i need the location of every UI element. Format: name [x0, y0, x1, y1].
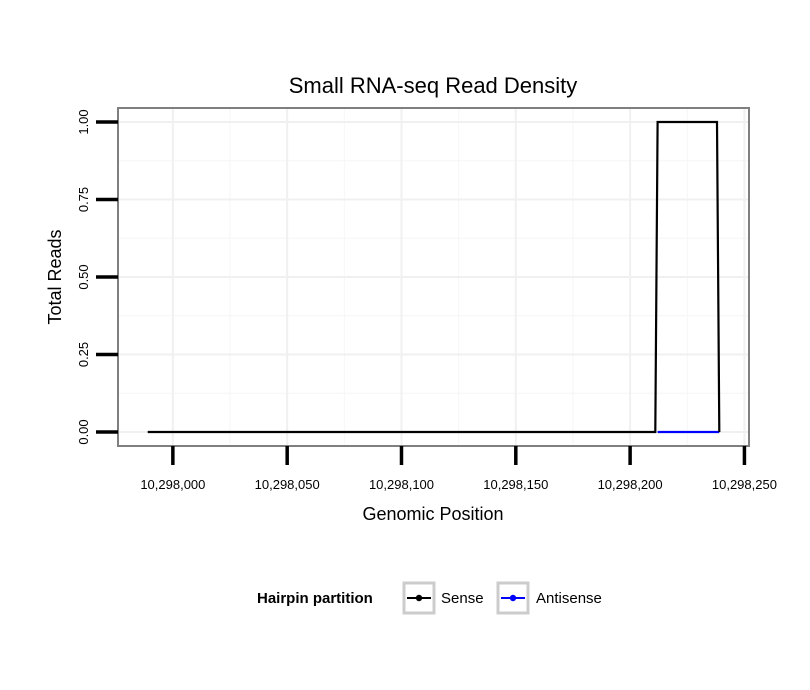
y-tick-label: 0.75	[76, 187, 91, 212]
legend-item-sense: Sense	[402, 581, 484, 615]
legend-dot-sense	[415, 594, 423, 602]
legend-item-antisense: Antisense	[496, 581, 602, 615]
y-tick-label: 0.25	[76, 342, 91, 367]
chart-title: Small RNA-seq Read Density	[289, 73, 578, 98]
legend-label-antisense: Antisense	[536, 590, 602, 607]
x-axis-label: Genomic Position	[362, 504, 503, 524]
y-tick-label: 1.00	[76, 109, 91, 134]
x-tick-label: 10,298,200	[598, 477, 663, 492]
x-tick-label: 10,298,000	[140, 477, 205, 492]
y-tick-label: 0.50	[76, 264, 91, 289]
x-tick-label: 10,298,150	[483, 477, 548, 492]
legend-dot-antisense	[509, 594, 517, 602]
y-axis: 0.00 0.25 0.50 0.75 1.00	[76, 109, 118, 445]
legend-label-sense: Sense	[441, 590, 484, 607]
grid-minor	[118, 108, 749, 446]
x-tick-label: 10,298,050	[255, 477, 320, 492]
x-tick-label: 10,298,250	[712, 477, 777, 492]
plot-panel	[117, 107, 750, 447]
series-line-sense	[147, 120, 721, 434]
x-tick-label: 10,298,100	[369, 477, 434, 492]
y-axis-label: Total Reads	[45, 229, 65, 324]
series-layer	[147, 120, 721, 434]
x-axis: 10,298,000 10,298,050 10,298,100 10,298,150…	[140, 446, 777, 492]
legend-title: Hairpin partition	[257, 590, 373, 607]
y-tick-label: 0.00	[76, 419, 91, 444]
legend: Hairpin partition Sense Antisense	[257, 581, 602, 615]
